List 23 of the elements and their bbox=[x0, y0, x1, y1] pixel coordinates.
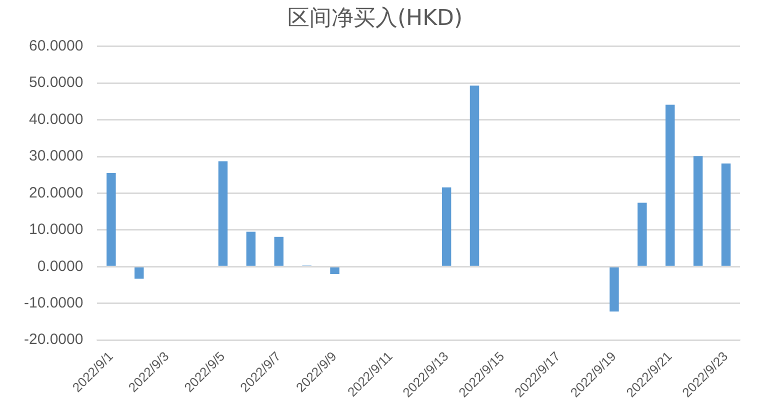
bar bbox=[246, 232, 256, 266]
y-tick-label: 30.0000 bbox=[28, 148, 84, 165]
bar bbox=[638, 202, 647, 266]
bar bbox=[218, 161, 228, 266]
bar bbox=[610, 267, 619, 312]
bar bbox=[666, 104, 675, 266]
y-tick-label: 20.0000 bbox=[28, 184, 84, 202]
bar bbox=[274, 236, 284, 266]
y-tick-label: 60.0000 bbox=[28, 38, 84, 55]
bar bbox=[106, 173, 116, 266]
y-tick-label: -10.0000 bbox=[24, 294, 84, 312]
y-tick-label: 50.0000 bbox=[28, 74, 84, 92]
bar bbox=[470, 86, 480, 266]
chart-title: 区间净买入(HKD) bbox=[287, 6, 463, 31]
bar bbox=[134, 267, 144, 279]
bar bbox=[330, 267, 340, 274]
y-tick-label: 0.0000 bbox=[37, 258, 84, 275]
bar bbox=[442, 187, 452, 266]
y-tick-label: 40.0000 bbox=[28, 110, 84, 128]
bar bbox=[693, 156, 703, 266]
y-tick-label: 10.0000 bbox=[28, 221, 84, 238]
y-tick-label: -20.0000 bbox=[24, 331, 84, 348]
bar bbox=[721, 164, 731, 266]
